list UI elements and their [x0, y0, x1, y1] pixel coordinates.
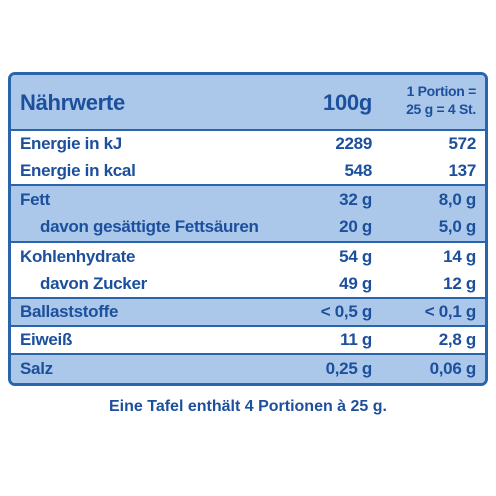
- value-portion: 0,06 g: [429, 359, 477, 378]
- footer-note: Eine Tafel enthält 4 Portionen à 25 g.: [109, 398, 387, 415]
- row-label: Fett: [20, 189, 50, 209]
- row-separator: [11, 129, 485, 131]
- row-separator: [11, 297, 485, 299]
- value-100g: 54 g: [339, 246, 372, 266]
- header-label: Nährwerte: [20, 90, 125, 115]
- row-label: Salz: [20, 359, 53, 378]
- header-row: [11, 75, 485, 129]
- table-row: [11, 213, 485, 241]
- header-portion: 1 Portion =: [406, 83, 477, 99]
- row-separator: [11, 184, 485, 186]
- value-portion: 5,0 g: [438, 217, 477, 236]
- row-separator: [11, 353, 485, 355]
- value-100g: 0,25 g: [325, 359, 373, 378]
- value-portion: 572: [448, 134, 477, 153]
- value-100g: 548: [344, 160, 373, 180]
- row-label: Energie in kcal: [20, 160, 136, 180]
- table-row: [11, 355, 485, 383]
- value-portion: < 0,1 g: [424, 302, 477, 321]
- value-100g: 49 g: [339, 273, 372, 293]
- row-separator: [11, 241, 485, 243]
- table-row: [11, 299, 485, 325]
- value-portion: 8,0 g: [438, 189, 477, 209]
- header-portion: 25 g = 4 St.: [406, 101, 476, 117]
- row-label: davon gesättigte Fettsäuren: [40, 217, 259, 236]
- value-100g: 11 g: [340, 330, 372, 349]
- table-row: [11, 327, 485, 353]
- table-row: [11, 186, 485, 213]
- row-label: Kohlenhydrate: [20, 246, 136, 266]
- value-100g: 20 g: [339, 217, 372, 236]
- value-100g: 32 g: [339, 189, 372, 209]
- value-portion: 14 g: [443, 246, 476, 266]
- value-portion: 137: [448, 160, 477, 180]
- row-label: Eiweiß: [20, 330, 73, 349]
- header-100g: 100g: [323, 90, 372, 115]
- value-portion: 2,8 g: [438, 330, 477, 349]
- row-label: Ballaststoffe: [20, 302, 119, 321]
- value-100g: < 0,5 g: [320, 302, 373, 321]
- nutrition-table: Nährwerte 100g 1 Portion = 25 g = 4 St. …: [8, 72, 488, 386]
- value-portion: 12 g: [443, 273, 476, 293]
- row-label: Energie in kJ: [20, 134, 122, 153]
- value-100g: 2289: [335, 134, 372, 153]
- row-separator: [11, 325, 485, 327]
- row-label: davon Zucker: [40, 273, 147, 293]
